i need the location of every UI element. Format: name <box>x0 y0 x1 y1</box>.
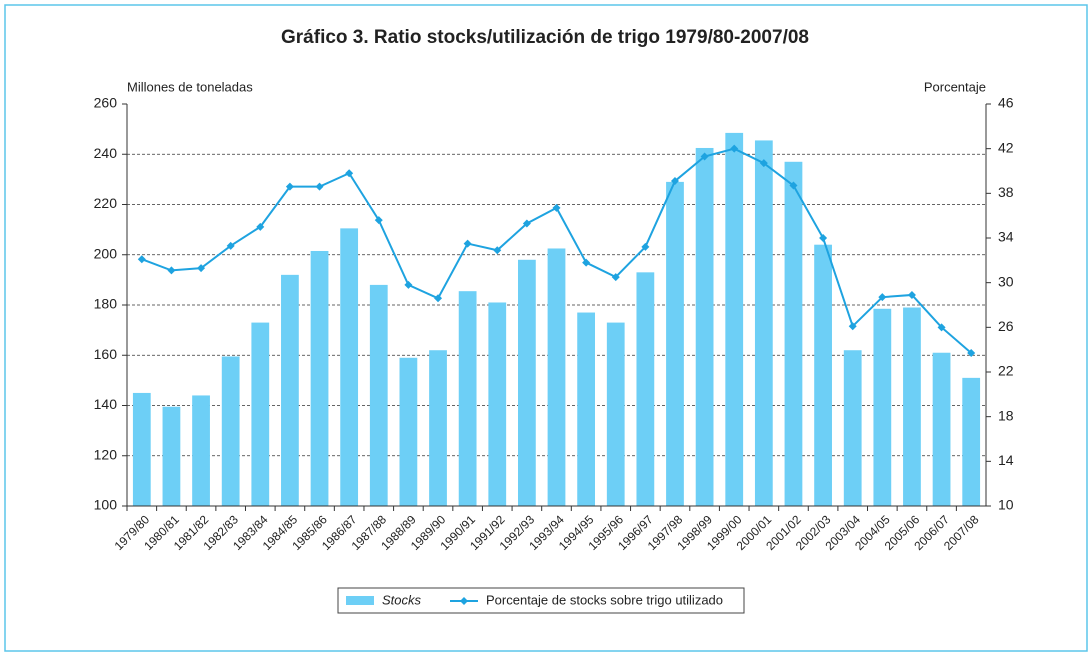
marker <box>848 322 857 331</box>
bar <box>784 161 803 506</box>
bar <box>606 322 625 506</box>
bar <box>873 308 892 506</box>
marker <box>374 216 383 225</box>
bar <box>281 274 299 506</box>
bar <box>903 307 921 506</box>
y-tick-label: 240 <box>94 145 118 161</box>
bar <box>754 140 773 506</box>
marker <box>137 255 146 264</box>
bar <box>843 350 862 506</box>
legend-box <box>337 587 745 614</box>
legend-label: Porcentaje de stocks sobre trigo utiliza… <box>486 592 723 607</box>
y-tick-label: 220 <box>94 195 118 211</box>
bar <box>547 248 566 506</box>
bar <box>636 272 655 506</box>
y2-tick-label: 10 <box>998 497 1014 513</box>
legend-marker <box>460 597 468 605</box>
marker <box>819 234 828 242</box>
y2-tick-label: 42 <box>998 139 1014 155</box>
marker <box>167 266 176 275</box>
bar <box>666 181 684 506</box>
marker <box>611 273 620 282</box>
y-tick-label: 100 <box>94 497 118 513</box>
legend-swatch <box>346 596 374 605</box>
marker <box>641 242 650 251</box>
legend-label: Stocks <box>382 592 422 607</box>
bar <box>932 352 951 506</box>
y-tick-label: 160 <box>94 346 118 362</box>
y2-tick-label: 26 <box>998 318 1014 334</box>
chart-title: Gráfico 3. Ratio stocks/utilización de t… <box>281 27 809 48</box>
marker <box>700 152 709 161</box>
marker <box>285 182 294 191</box>
marker <box>493 246 502 255</box>
y2-tick-label: 46 <box>998 95 1014 111</box>
bar <box>369 284 388 506</box>
bar <box>814 244 832 506</box>
marker <box>907 290 916 299</box>
bar <box>162 406 181 506</box>
marker <box>345 169 354 178</box>
y-tick-label: 180 <box>94 296 118 312</box>
marker <box>789 181 798 190</box>
bar <box>132 392 151 506</box>
bar <box>251 322 270 506</box>
y-tick-label: 120 <box>94 446 118 462</box>
bar <box>340 228 359 506</box>
bar <box>399 357 418 506</box>
marker <box>256 222 265 231</box>
y-axis-label: Millones de toneladas <box>127 79 253 94</box>
y-tick-label: 260 <box>94 95 118 111</box>
marker <box>522 219 531 228</box>
y2-tick-label: 14 <box>998 452 1014 468</box>
y2-tick-label: 34 <box>998 229 1014 245</box>
bar <box>725 132 744 507</box>
y2-tick-label: 22 <box>998 363 1014 379</box>
marker <box>434 294 443 303</box>
bar <box>458 291 477 506</box>
marker <box>463 239 472 248</box>
y2-tick-label: 30 <box>998 273 1014 289</box>
marker <box>759 159 768 168</box>
bar <box>221 356 240 506</box>
marker <box>197 264 206 273</box>
bar <box>962 377 981 506</box>
y2-tick-label: 38 <box>998 184 1014 200</box>
y2-axis-label: Porcentaje <box>924 79 986 94</box>
bar <box>577 312 596 506</box>
y2-tick-label: 18 <box>998 407 1014 423</box>
y-tick-label: 140 <box>94 396 118 412</box>
bar <box>310 250 329 506</box>
marker <box>552 203 561 212</box>
marker <box>670 177 679 186</box>
marker <box>878 293 887 302</box>
marker <box>730 144 739 153</box>
bar <box>429 350 447 506</box>
frame <box>4 4 1088 652</box>
marker <box>967 349 976 358</box>
bar <box>192 395 210 506</box>
marker <box>404 280 413 289</box>
y-tick-label: 200 <box>94 245 118 261</box>
marker <box>582 258 591 267</box>
marker <box>226 241 235 250</box>
bar <box>488 302 507 506</box>
bar <box>517 259 536 506</box>
marker <box>937 323 946 332</box>
bar <box>695 147 714 506</box>
marker <box>315 182 324 191</box>
